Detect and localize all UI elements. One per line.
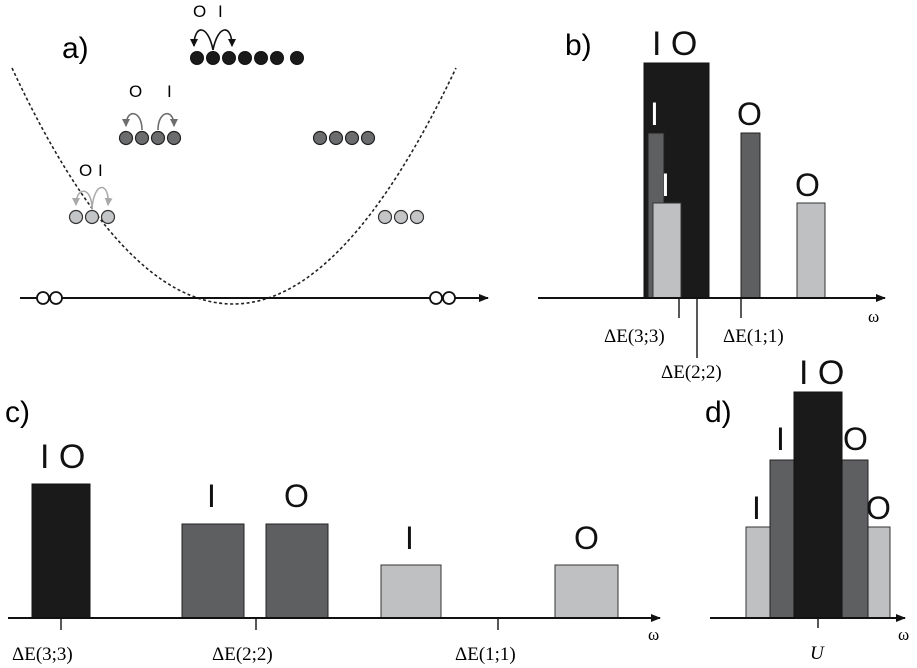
- hop-label-o-light: O: [79, 161, 92, 180]
- hop-label-o-dark: O: [129, 82, 142, 101]
- bar-dark-o: [841, 459, 869, 619]
- tick-label-de11: ΔE(1;1): [455, 644, 516, 665]
- empty-site-circle: [49, 291, 63, 305]
- bar-label-light-i: I: [661, 167, 670, 203]
- bar-label-light-o: O: [866, 490, 891, 526]
- energy-parabola: [11, 67, 457, 305]
- bar-label-light-i: I: [752, 490, 761, 526]
- tick-label-de22: ΔE(2;2): [661, 362, 722, 383]
- bar-label-light-o: O: [795, 167, 820, 203]
- chain-light-right: [377, 209, 425, 225]
- bar-light-i: [380, 564, 442, 619]
- tick-label-de33: ΔE(3;3): [604, 326, 665, 347]
- panel-c-label: c): [5, 396, 30, 429]
- bar-dark-i: [769, 459, 795, 619]
- bar-label-io: I O: [652, 25, 697, 63]
- bar-label-dark-o: O: [843, 421, 868, 457]
- hop-in-arrow-light: [91, 186, 113, 210]
- chain-black-seven: [190, 51, 304, 65]
- bar-light-o: [867, 526, 891, 619]
- hop-label-i-light: I: [98, 161, 103, 180]
- hop-in-arrow-black: [212, 29, 236, 51]
- panel-d-axis-label: ω: [898, 625, 909, 644]
- empty-site-circle: [36, 291, 50, 305]
- bar-label-dark-o: O: [737, 96, 762, 132]
- hop-in-arrow-dark: [157, 112, 178, 131]
- panel-a-label: a): [62, 32, 89, 65]
- bar-black-io: [31, 483, 91, 619]
- bar-label-io: I O: [40, 438, 85, 476]
- panel-c-axis-label: ω: [648, 625, 659, 644]
- panel-d-label: d): [705, 396, 732, 429]
- bar-black-io: [793, 391, 843, 619]
- tick-label-u: U: [810, 643, 825, 664]
- bar-label-dark-i: I: [207, 478, 216, 514]
- bar-dark-o: [740, 132, 761, 299]
- chain-dark-left: [118, 130, 182, 146]
- bar-label-dark-i: I: [650, 96, 659, 132]
- bar-light-o: [796, 202, 826, 299]
- panel-c: c) ω I O I O I O ΔE(3;3) ΔE(2;2) ΔE(1;1): [5, 396, 661, 665]
- empty-site-circle: [429, 291, 443, 305]
- bar-label-light-o: O: [574, 520, 599, 556]
- bar-light-i: [745, 526, 771, 619]
- bar-label-light-i: I: [405, 520, 414, 556]
- chain-light-left: [68, 209, 116, 225]
- panel-a: a) O I O I: [11, 2, 489, 305]
- empty-site-circle: [442, 291, 456, 305]
- bar-label-dark-i: I: [776, 421, 785, 457]
- panel-b: b) ω I O I I O O ΔE(3;3) ΔE(2;2) ΔE(1;1): [538, 25, 886, 383]
- hop-out-arrow-light: [72, 190, 93, 210]
- hop-out-arrow-dark: [122, 112, 143, 131]
- hop-out-arrow-black: [190, 29, 214, 51]
- bar-label-dark-o: O: [284, 478, 309, 514]
- panel-b-axis-label: ω: [868, 307, 879, 326]
- hop-label-i-dark: I: [167, 82, 172, 101]
- bar-dark-i: [181, 523, 245, 619]
- bar-dark-o: [265, 523, 329, 619]
- bar-light-i: [652, 202, 682, 299]
- hop-label-i-black: I: [218, 2, 223, 21]
- chain-dark-right: [312, 130, 376, 146]
- bar-label-io: I O: [799, 354, 844, 392]
- tick-label-de22: ΔE(2;2): [212, 644, 273, 665]
- panel-d: d) ω I O I O I O U: [705, 354, 909, 664]
- tick-label-de11: ΔE(1;1): [723, 326, 784, 347]
- hop-label-o-black: O: [193, 2, 206, 21]
- bar-light-o: [554, 564, 619, 619]
- panel-b-label: b): [565, 29, 592, 62]
- tick-label-de33: ΔE(3;3): [12, 644, 73, 665]
